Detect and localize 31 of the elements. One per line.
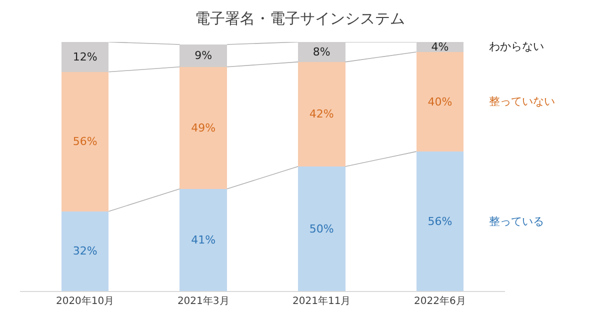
data-label: 42% (309, 108, 334, 121)
bar (298, 42, 346, 62)
data-label: 40% (428, 95, 452, 108)
bar (298, 62, 346, 166)
data-label: 41% (191, 233, 216, 246)
chart-title: 電子署名・電子サインシステム (195, 9, 405, 28)
bar (180, 66, 228, 189)
text: わからない (489, 40, 544, 53)
data-label: 12% (72, 50, 98, 64)
bar (61, 211, 109, 291)
data-label: 8% (312, 45, 330, 58)
bar (416, 152, 464, 291)
data-label: 56% (428, 214, 452, 228)
x-tick-label: 2021年11月 (292, 295, 351, 307)
bar (416, 52, 464, 152)
data-label: 4% (431, 40, 449, 54)
data-label: 49% (191, 121, 216, 134)
bar (61, 42, 109, 72)
data-label: 56% (72, 135, 98, 148)
bar (180, 44, 228, 67)
data-label: 9% (194, 49, 212, 62)
bar (298, 166, 346, 291)
bar (61, 72, 109, 212)
bar (180, 188, 228, 291)
x-tick-label: 2020年10月 (56, 295, 114, 307)
data-label: 50% (309, 222, 334, 236)
text: 整っていない (489, 95, 555, 108)
data-label: 32% (72, 244, 98, 258)
x-tick-label: 2022年6月 (414, 295, 466, 307)
text: 整っている (489, 215, 544, 228)
x-tick-label: 2021年3月 (177, 295, 230, 307)
